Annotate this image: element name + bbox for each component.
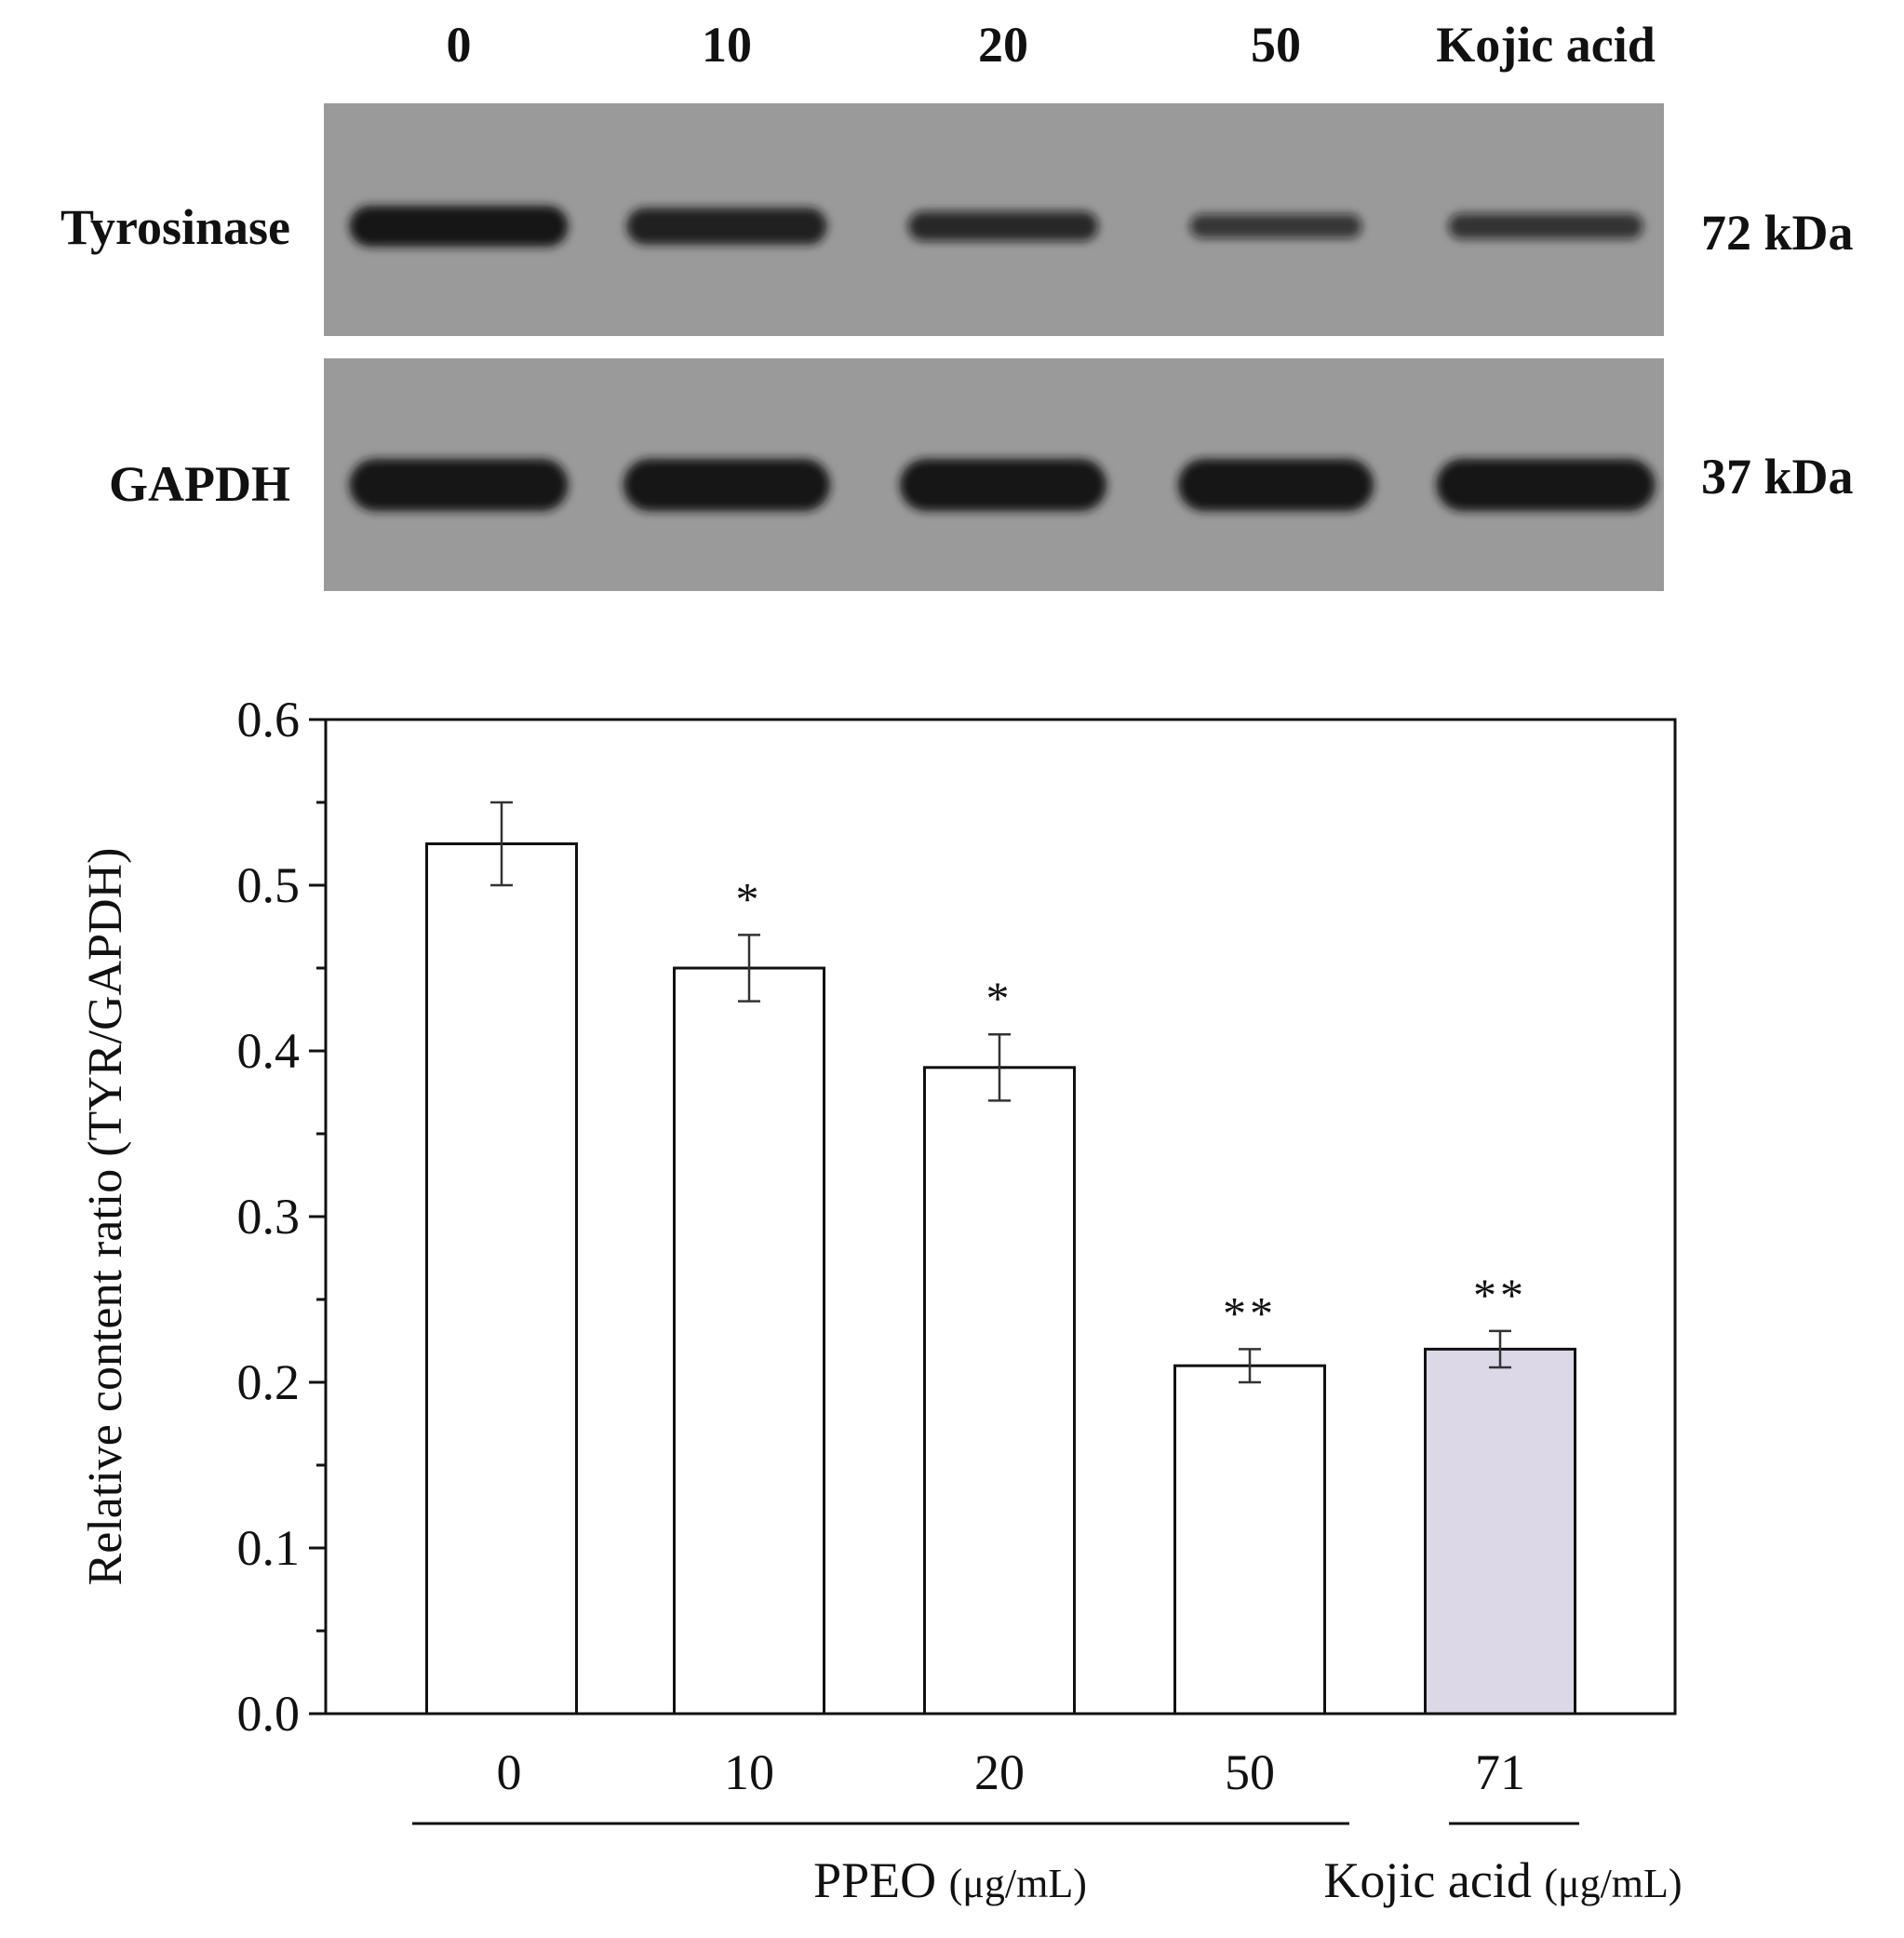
y-tick-label-0-5: 0.5: [237, 857, 301, 913]
band-tyrosinase-lane-4: [1189, 214, 1362, 238]
blot-lane-labels: 0 10 20 50 Kojic acid: [447, 17, 1656, 73]
y-axis: 0.0 0.1 0.2 0.3 0.4 0.5 0.6: [237, 692, 326, 1742]
band-gapdh-lane-1: [349, 459, 569, 511]
blot-bands: [349, 206, 1656, 511]
group-labels: PPEO (μg/mL) Kojic acid (μg/mL): [412, 1822, 1683, 1908]
group-name: PPEO: [813, 1852, 949, 1908]
band-gapdh-lane-2: [623, 459, 830, 511]
significance-marker-10: *: [736, 872, 763, 924]
x-tick-label-50: 50: [1225, 1744, 1275, 1800]
size-label-72kda: 72 kDa: [1701, 205, 1854, 261]
significance-marker-20: *: [986, 972, 1013, 1024]
blot-lane-label-kojic-acid: Kojic acid: [1436, 17, 1655, 73]
blot-lane-label-20: 20: [978, 17, 1028, 73]
x-tick-label-0: 0: [497, 1744, 522, 1800]
bar-20: [923, 1066, 1076, 1716]
blot-lane-label-10: 10: [702, 17, 752, 73]
x-tick-label-20: 20: [974, 1744, 1025, 1800]
blot-lane-label-50: 50: [1251, 17, 1301, 73]
y-axis-title: Relative content ratio (TYR/GAPDH): [79, 848, 132, 1586]
bar-chart: 0.0 0.1 0.2 0.3 0.4 0.5 0.6 Relative content r…: [79, 692, 1683, 1908]
y-tick-label-0-2: 0.2: [237, 1354, 301, 1410]
y-tick-label-0-0: 0.0: [237, 1686, 301, 1742]
band-tyrosinase-lane-5: [1448, 213, 1643, 239]
band-gapdh-lane-4: [1178, 459, 1374, 511]
group-unit: (μg/mL): [1544, 1861, 1682, 1906]
protein-label-tyrosinase: Tyrosinase: [60, 199, 290, 255]
blot-lane-label-0: 0: [447, 17, 472, 73]
band-gapdh-lane-3: [900, 459, 1106, 511]
significance-marker-50: **: [1223, 1286, 1277, 1339]
band-tyrosinase-lane-1: [349, 206, 569, 247]
bar-10: [673, 966, 825, 1716]
bar-50: [1173, 1364, 1326, 1716]
bar-0: [425, 842, 578, 1716]
protein-label-gapdh: GAPDH: [109, 456, 290, 512]
western-blot: 0 10 20 50 Kojic acid Tyrosinase GAPDH 72 kD…: [60, 17, 1854, 591]
group-unit: (μg/mL): [949, 1861, 1087, 1906]
x-tick-labels: 0 10 20 50 71: [497, 1744, 1526, 1800]
band-tyrosinase-lane-3: [907, 211, 1099, 241]
band-tyrosinase-lane-2: [626, 208, 827, 245]
bars: **** **: [425, 801, 1576, 1716]
significance-marker-71: **: [1473, 1269, 1527, 1321]
x-tick-label-71: 71: [1475, 1744, 1525, 1800]
group-label-ppeo: PPEO (μg/mL): [813, 1852, 1087, 1908]
y-tick-label-0-4: 0.4: [237, 1023, 301, 1079]
y-tick-label-0-3: 0.3: [237, 1189, 301, 1245]
x-tick-label-10: 10: [724, 1744, 774, 1800]
y-tick-label-0-1: 0.1: [237, 1520, 301, 1576]
band-gapdh-lane-5: [1436, 459, 1656, 511]
y-tick-label-0-6: 0.6: [237, 692, 301, 747]
size-label-37kda: 37 kDa: [1701, 449, 1854, 505]
group-name: Kojic acid: [1323, 1852, 1544, 1908]
group-label-kojic-acid: Kojic acid (μg/mL): [1323, 1852, 1682, 1908]
bar-71: [1424, 1347, 1576, 1716]
